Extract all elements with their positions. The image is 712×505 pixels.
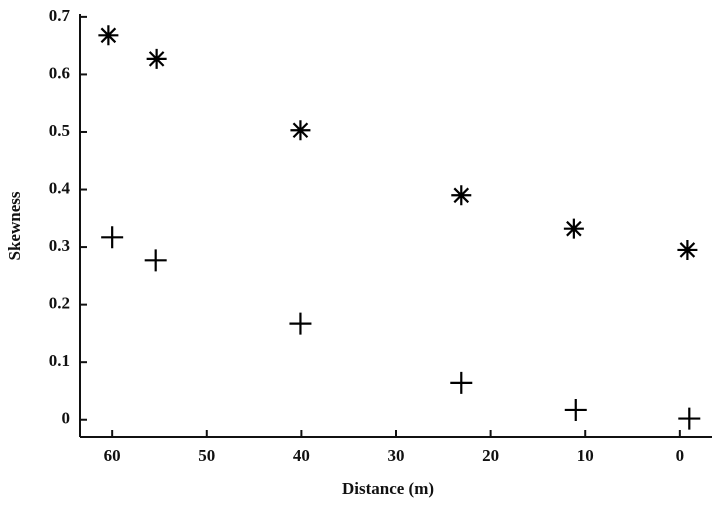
y-tick-label: 0.6 xyxy=(49,63,70,82)
y-tick-label: 0.3 xyxy=(49,236,70,255)
x-tick-label: 50 xyxy=(198,446,215,465)
point xyxy=(450,371,473,394)
point xyxy=(98,25,119,46)
x-tick-label: 10 xyxy=(577,446,594,465)
y-tick-label: 0.4 xyxy=(49,178,71,197)
y-tick-label: 0.2 xyxy=(49,294,70,313)
x-tick-label: 0 xyxy=(676,446,685,465)
point xyxy=(146,48,167,69)
y-tick-label: 0.7 xyxy=(49,6,71,25)
x-tick-label: 30 xyxy=(388,446,405,465)
point xyxy=(563,218,584,239)
point xyxy=(289,312,312,335)
y-tick-label: 0.1 xyxy=(49,351,70,370)
y-tick-label: 0.5 xyxy=(49,121,70,140)
x-tick-label: 20 xyxy=(482,446,499,465)
y-axis-label: Skewness xyxy=(5,191,24,260)
point xyxy=(678,407,701,430)
point xyxy=(564,398,587,421)
point xyxy=(677,239,698,260)
x-tick-label: 40 xyxy=(293,446,310,465)
y-tick-label: 0 xyxy=(62,409,71,428)
x-tick-label: 60 xyxy=(104,446,121,465)
point xyxy=(101,226,124,249)
point xyxy=(451,185,472,206)
point xyxy=(290,120,311,141)
x-axis-label: Distance (m) xyxy=(342,479,434,498)
point xyxy=(144,249,167,272)
